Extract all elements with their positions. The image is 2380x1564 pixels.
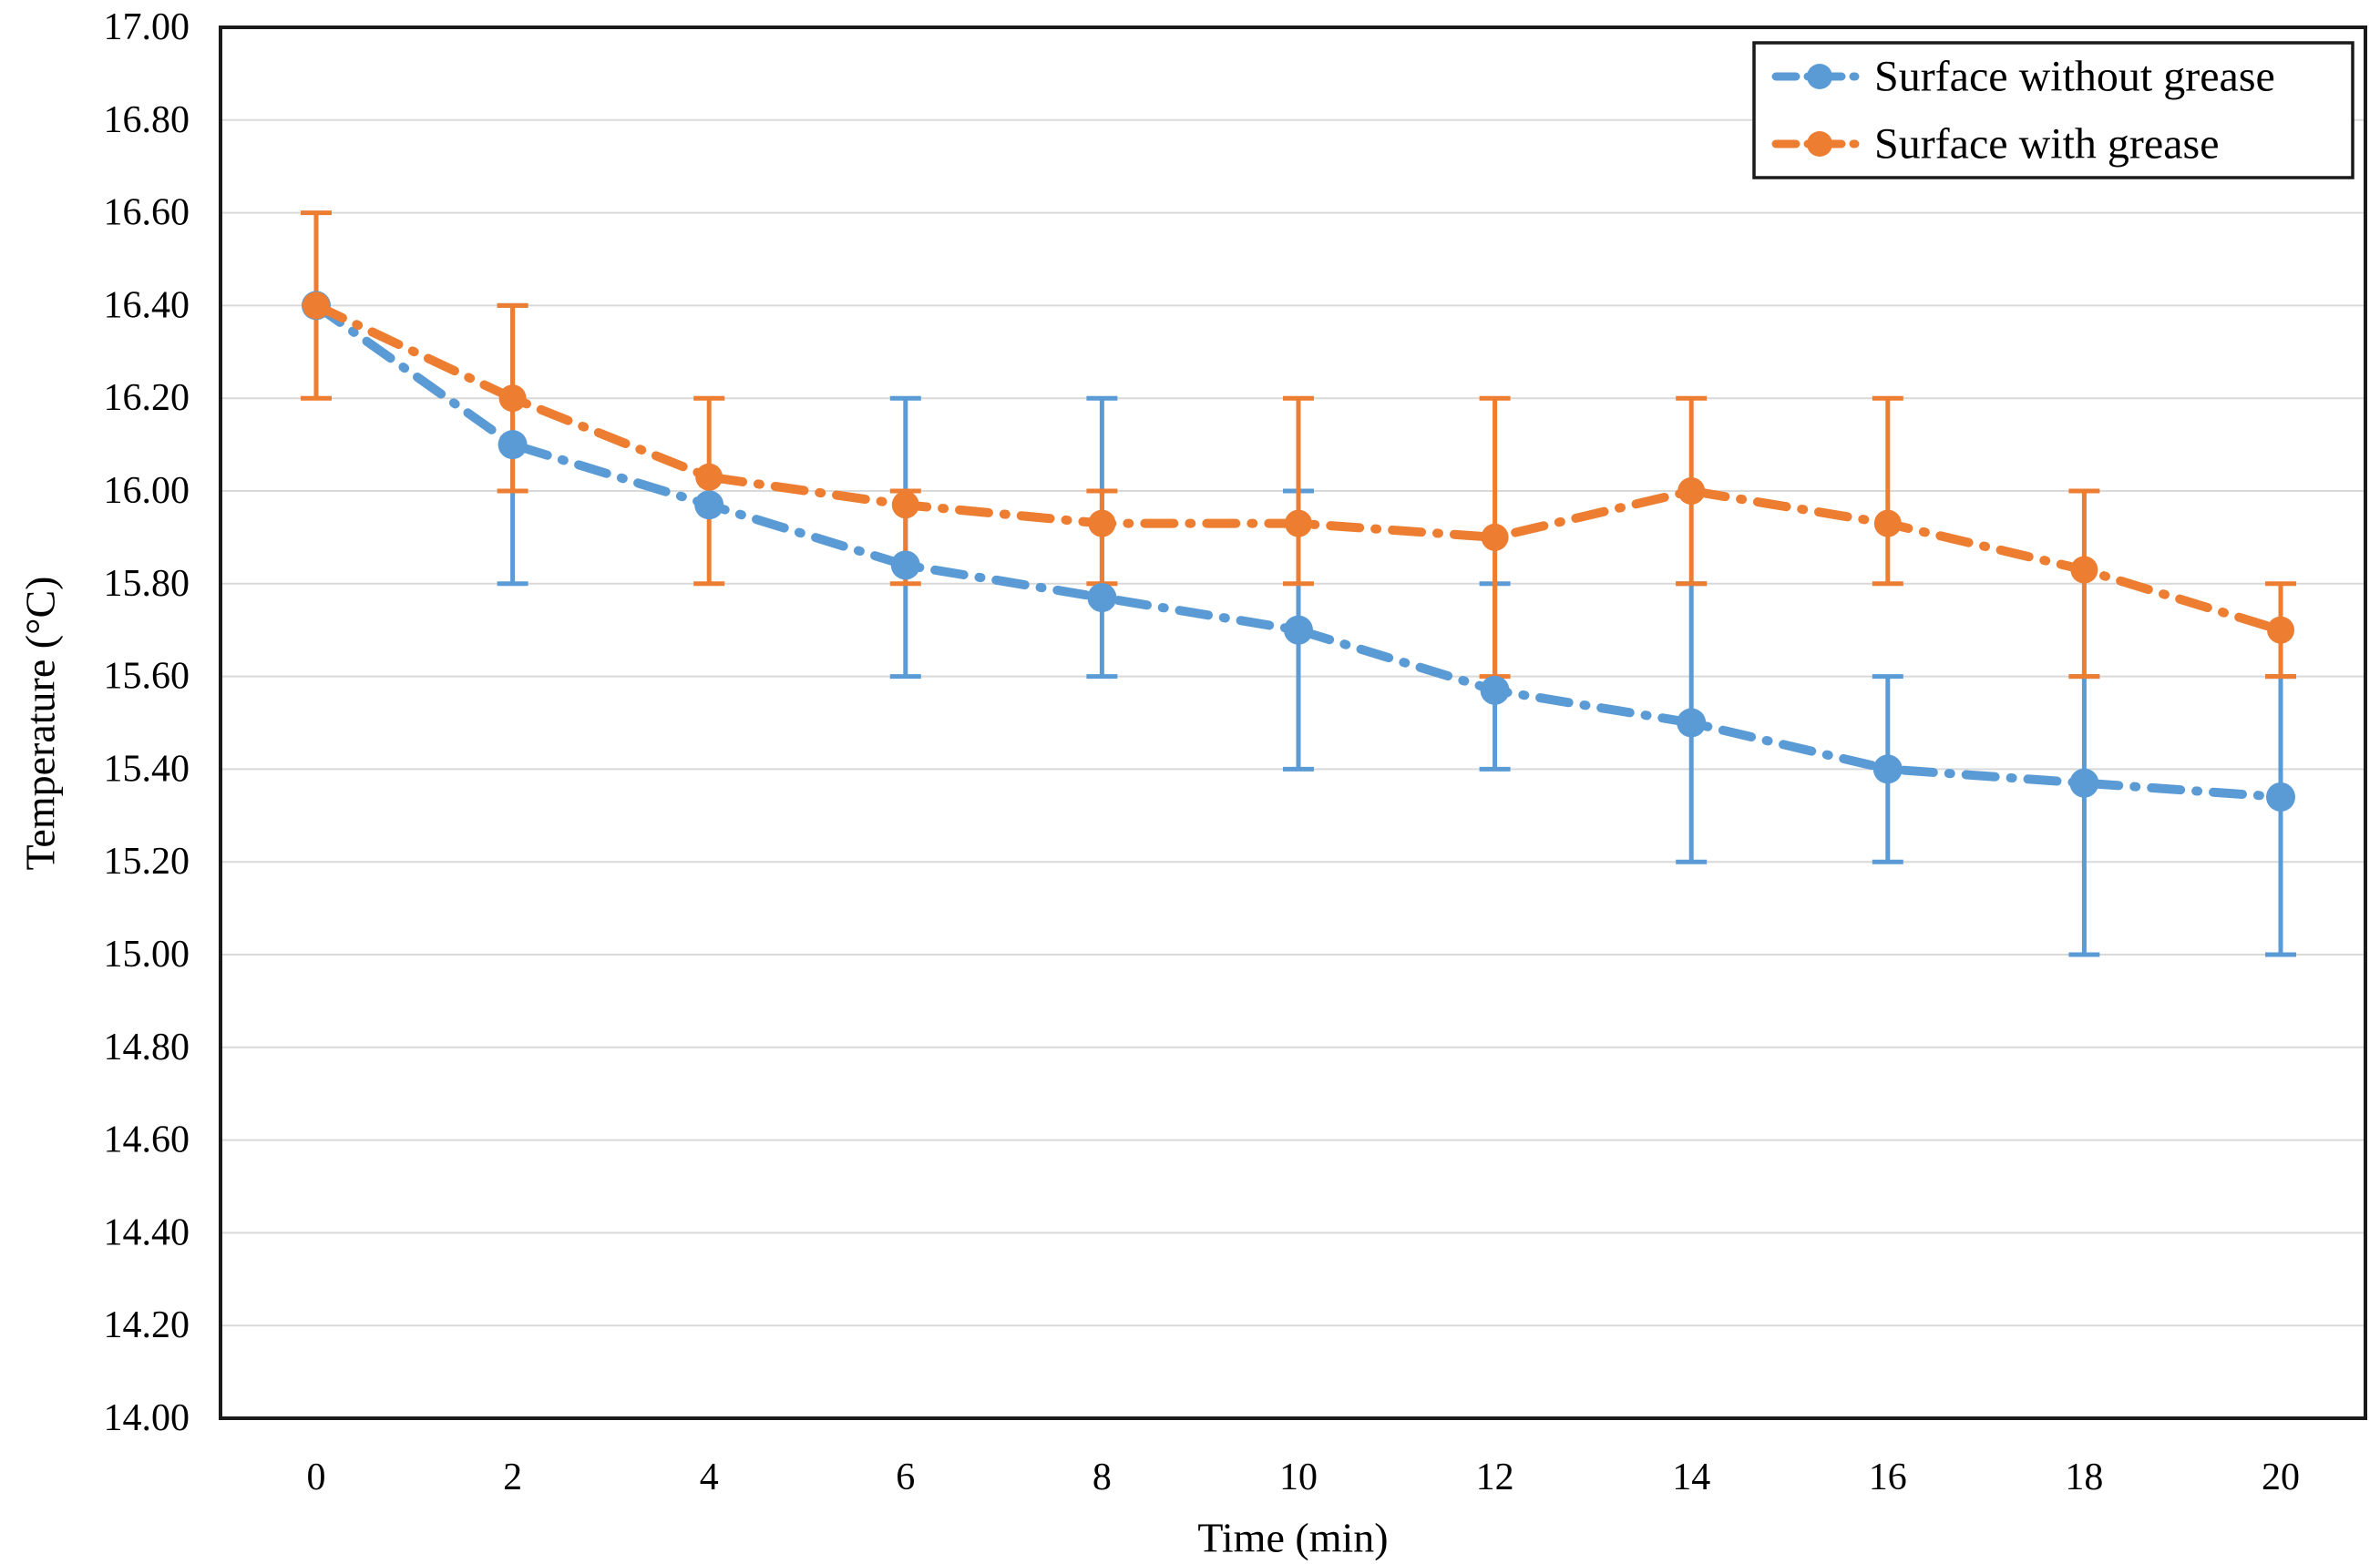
y-tick-label: 14.00 [104,1397,190,1439]
x-tick-label: 8 [1093,1457,1112,1498]
y-tick-label: 15.60 [104,656,190,698]
y-tick-label: 14.20 [104,1304,190,1346]
data-point-marker [1088,509,1116,537]
x-tick-label: 14 [1672,1457,1710,1498]
data-point-marker [1677,477,1706,505]
x-tick-labels: 0 2 4 6 8 10 12 14 16 18 20 [307,1457,2301,1498]
y-tick-label: 14.40 [104,1211,190,1253]
legend-box [1752,41,2354,179]
data-point-marker [1873,509,1902,537]
legend-sample-marker [1807,131,1832,157]
y-tick-label: 16.80 [104,99,190,141]
data-point-marker [1872,754,1903,784]
markers-surface-with-grease [303,291,2294,644]
data-point-marker [694,490,724,520]
data-point-marker [303,291,330,320]
error-bars-surface-without-grease [497,302,2296,957]
y-tick-label: 15.20 [104,841,190,883]
y-tick-label: 14.60 [104,1119,190,1161]
x-tick-label: 18 [2065,1457,2103,1498]
y-tick-label: 16.00 [104,470,190,512]
data-point-marker [1480,675,1510,705]
y-tick-labels: 17.00 16.80 16.60 16.40 16.20 16.00 15.80 15.60… [104,6,190,1439]
gridlines [221,118,2365,1327]
data-point-marker [2267,616,2294,644]
y-tick-label: 15.00 [104,934,190,976]
x-tick-label: 6 [896,1457,915,1498]
y-tick-label: 14.80 [104,1027,190,1068]
x-tick-label: 16 [1869,1457,1907,1498]
data-point-marker [891,491,919,519]
legend-sample-marker [1807,64,1832,89]
x-tick-label: 4 [700,1457,719,1498]
x-tick-label: 20 [2262,1457,2300,1498]
y-tick-label: 16.40 [104,284,190,326]
plot-border [219,26,2367,1420]
data-point-marker [1087,583,1117,613]
legend-label: Surface without grease [1874,53,2275,101]
data-point-marker [1285,509,1312,537]
legend-label: Surface with grease [1874,120,2220,169]
data-point-marker [1481,523,1509,551]
y-tick-label: 17.00 [104,6,190,48]
x-tick-label: 0 [307,1457,326,1498]
data-point-marker [695,463,723,491]
legend: Surface without grease Surface with greas… [1752,41,2354,179]
data-point-marker [498,430,528,460]
y-tick-label: 16.60 [104,192,190,234]
data-point-marker [1677,708,1707,738]
y-axis-title: Temperature (°C) [16,576,64,871]
data-point-marker [1284,615,1313,645]
y-tick-label: 15.40 [104,748,190,790]
y-tick-label: 16.20 [104,377,190,419]
x-tick-label: 2 [503,1457,522,1498]
x-tick-label: 12 [1476,1457,1514,1498]
data-point-marker [2266,782,2295,812]
y-tick-label: 15.80 [104,563,190,605]
x-tick-label: 10 [1279,1457,1318,1498]
data-point-marker [498,384,527,413]
data-point-marker [890,550,920,580]
data-point-marker [2069,768,2099,798]
data-point-marker [2070,556,2098,584]
x-axis-title: Time (min) [1197,1514,1389,1561]
